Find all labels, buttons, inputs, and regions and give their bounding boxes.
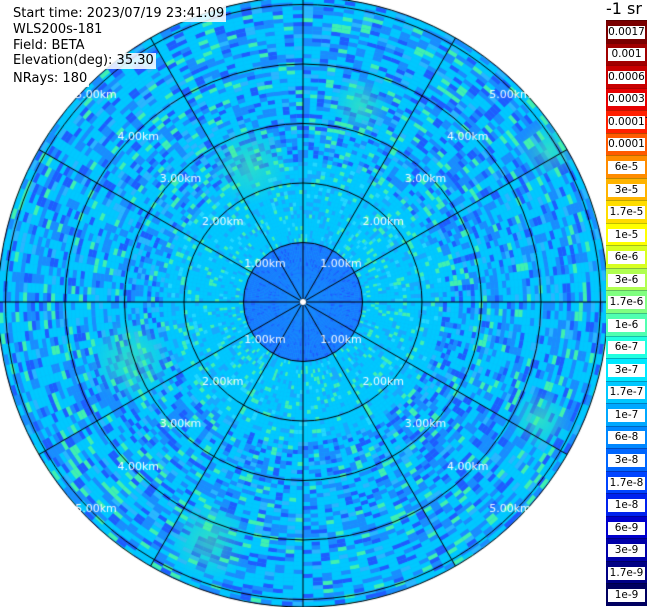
colorbar-tick-label: 1.7e-7 bbox=[608, 386, 645, 400]
colorbar-tick-label: 1.7e-5 bbox=[608, 206, 645, 220]
colorbar-tick-label: 0.0017 bbox=[608, 25, 645, 39]
colorbar-swatch: 6e-6 bbox=[606, 245, 647, 268]
colorbar-swatch: 0.00017 bbox=[606, 110, 647, 133]
colorbar-swatch: 0.0003 bbox=[606, 87, 647, 111]
colorbar-tick-label: 1.7e-6 bbox=[608, 296, 645, 310]
colorbar-tick-label: 1.7e-8 bbox=[608, 476, 645, 490]
colorbar-tick-label: 6e-6 bbox=[608, 251, 645, 265]
colorbar-swatch: 0.0017 bbox=[606, 20, 647, 43]
colorbar-unit-label: -1 sr bbox=[606, 0, 642, 18]
colorbar-swatch: 6e-5 bbox=[606, 155, 647, 178]
colorbar-tick-label: 3e-5 bbox=[608, 183, 645, 197]
colorbar-swatch: 6e-8 bbox=[606, 425, 647, 449]
colorbar-tick-label: 6e-9 bbox=[608, 521, 645, 535]
colorbar-swatch: 0.0006 bbox=[606, 65, 647, 88]
colorbar-swatch: 1e-9 bbox=[606, 583, 647, 606]
colorbar-tick-label: 1e-8 bbox=[608, 499, 645, 513]
instrument-text: WLS200s-181 bbox=[11, 22, 105, 38]
colorbar-tick-label: 1e-7 bbox=[608, 408, 645, 422]
colorbar-tick-label: 1e-9 bbox=[608, 589, 645, 603]
colorbar-tick-label: 1.7e-9 bbox=[608, 566, 645, 580]
colorbar-tick-label: 6e-5 bbox=[608, 160, 645, 174]
colorbar-tick-label: 0.001 bbox=[608, 48, 645, 62]
colorbar-swatch: 3e-5 bbox=[606, 177, 647, 201]
colorbar-swatch: 1e-5 bbox=[606, 222, 647, 246]
colorbar-tick-label: 3e-8 bbox=[608, 453, 645, 467]
colorbar-swatch: 6e-7 bbox=[606, 335, 647, 359]
colorbar-swatch: 1.7e-7 bbox=[606, 380, 647, 404]
colorbar-swatch: 3e-6 bbox=[606, 267, 647, 291]
colorbar-tick-label: 0.0001 bbox=[608, 138, 645, 152]
colorbar-swatch: 0.0001 bbox=[606, 132, 647, 156]
colorbar-tick-label: 0.00017 bbox=[608, 115, 647, 129]
colorbar-swatch: 3e-8 bbox=[606, 448, 647, 471]
start-time-text: Start time: 2023/07/19 23:41:09 bbox=[11, 6, 227, 22]
colorbar-swatch: 1e-6 bbox=[606, 313, 647, 336]
colorbar-swatch: 3e-9 bbox=[606, 538, 647, 561]
colorbar-swatch: 6e-9 bbox=[606, 515, 647, 539]
colorbar: 0.0017 0.001 0.0006 0.0003 0.00017 0.0001 6e-5… bbox=[606, 20, 647, 606]
field-text: Field: BETA bbox=[11, 38, 87, 54]
colorbar-tick-label: 0.0006 bbox=[608, 70, 645, 84]
colorbar-tick-label: 6e-8 bbox=[608, 431, 645, 445]
colorbar-tick-label: 3e-7 bbox=[608, 363, 645, 377]
colorbar-tick-label: 6e-7 bbox=[608, 341, 645, 355]
colorbar-swatch: 1.7e-6 bbox=[606, 290, 647, 313]
colorbar-tick-label: 1e-6 bbox=[608, 318, 645, 332]
colorbar-tick-label: 1e-5 bbox=[608, 228, 645, 242]
colorbar-swatch: 1.7e-9 bbox=[606, 560, 647, 584]
colorbar-swatch: 1.7e-8 bbox=[606, 470, 647, 494]
colorbar-tick-label: 0.0003 bbox=[608, 93, 645, 107]
colorbar-swatch: 1e-8 bbox=[606, 493, 647, 516]
colorbar-swatch: 1.7e-5 bbox=[606, 200, 647, 223]
colorbar-swatch: 1e-7 bbox=[606, 403, 647, 426]
elevation-text: Elevation(deg): 35.30 bbox=[11, 53, 156, 69]
colorbar-swatch: 0.001 bbox=[606, 42, 647, 66]
colorbar-tick-label: 3e-6 bbox=[608, 273, 645, 287]
colorbar-swatch: 3e-7 bbox=[606, 358, 647, 381]
colorbar-tick-label: 3e-9 bbox=[608, 544, 645, 558]
nrays-text: NRays: 180 bbox=[11, 71, 90, 87]
